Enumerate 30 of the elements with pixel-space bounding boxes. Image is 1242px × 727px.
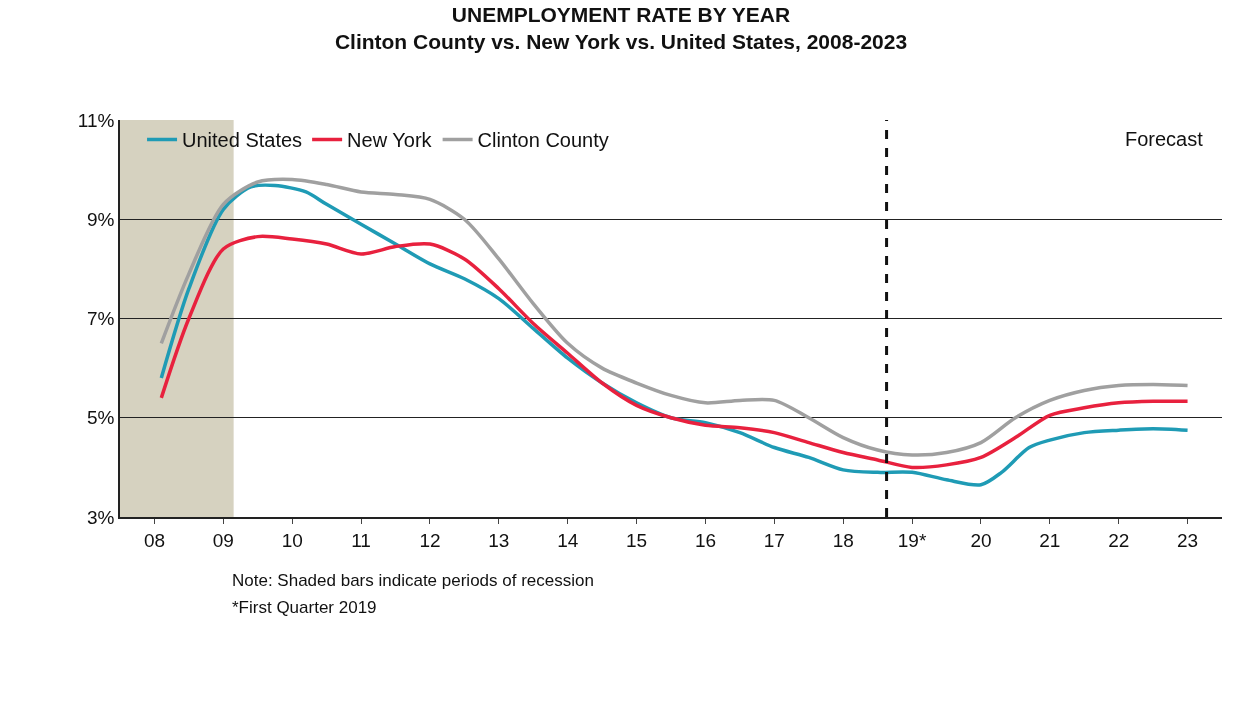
x-tick-label: 19* xyxy=(897,529,927,551)
x-tick-label: 09 xyxy=(212,529,234,551)
x-tick-label: 12 xyxy=(419,529,441,551)
x-tick-label: 13 xyxy=(488,529,510,551)
x-tick-label: 16 xyxy=(694,529,717,551)
chart-subtitle: Clinton County vs. New York vs. United States, 2008-2023 xyxy=(334,30,908,54)
x-tick-label: 14 xyxy=(557,529,579,551)
x-tick-label: 18 xyxy=(832,529,854,551)
y-tick-label: 3% xyxy=(86,506,115,528)
x-tick-label: 10 xyxy=(281,529,303,551)
x-tick-label: 08 xyxy=(143,529,166,551)
text: *First Quarter 2019 xyxy=(232,598,377,617)
x-tick-label: 15 xyxy=(625,529,648,551)
x-tick-label: 11 xyxy=(351,529,371,551)
x-tick-label: 22 xyxy=(1108,529,1130,551)
y-tick-label: 5% xyxy=(86,407,115,429)
line-series xyxy=(159,234,1190,470)
x-tick-label: 17 xyxy=(763,529,785,551)
x-tick-label: 20 xyxy=(970,529,992,551)
y-tick-label: 11% xyxy=(77,109,115,131)
x-tick-label: 23 xyxy=(1176,529,1199,551)
text: Note: Shaded bars indicate periods of recession xyxy=(232,571,594,590)
x-tick-label: 21 xyxy=(1039,529,1061,551)
legend-label: Clinton County xyxy=(477,129,609,152)
legend-label: New York xyxy=(347,129,433,152)
y-tick-label: 7% xyxy=(86,308,115,330)
legend-label: United States xyxy=(182,129,303,152)
annotation: Forecast xyxy=(1125,128,1204,150)
y-tick-label: 9% xyxy=(86,208,115,230)
chart-title: UNEMPLOYMENT RATE BY YEAR xyxy=(451,2,791,26)
